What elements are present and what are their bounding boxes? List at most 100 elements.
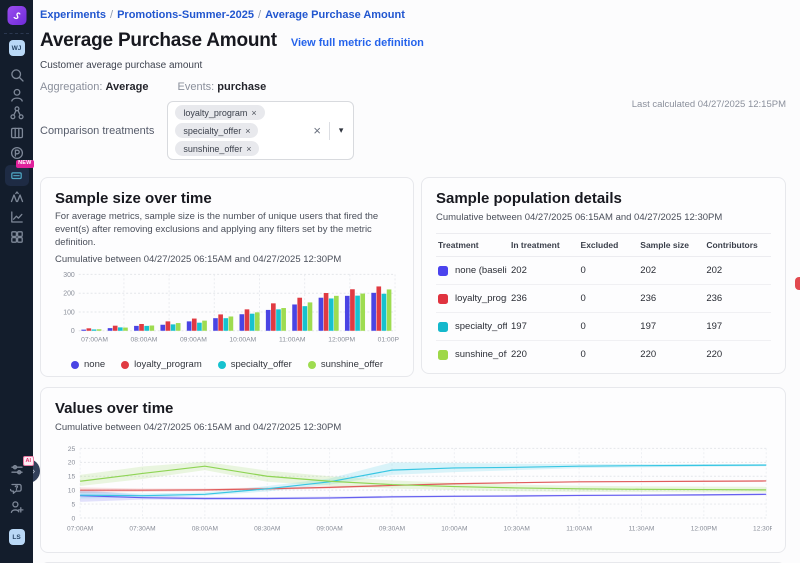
svg-text:5: 5 — [72, 501, 76, 508]
svg-text:100: 100 — [63, 310, 75, 317]
main-content: Experiments/Promotions-Summer-2025/Avera… — [33, 0, 800, 563]
pulse-icon[interactable] — [9, 145, 25, 161]
aggregation-row: Aggregation: Average Events: purchase — [40, 81, 786, 93]
svg-text:12:00PM: 12:00PM — [691, 526, 717, 533]
svg-text:11:30AM: 11:30AM — [629, 526, 655, 533]
workspace-avatar[interactable]: WJ — [9, 40, 25, 56]
legend-item-sunshine[interactable]: sunshine_offer — [308, 359, 383, 370]
events-label: Events: — [178, 81, 215, 93]
breadcrumb-experiments[interactable]: Experiments — [40, 9, 106, 21]
svg-text:01:00PM: 01:00PM — [378, 337, 399, 344]
dashboard-grid-icon[interactable] — [9, 229, 25, 245]
users-icon[interactable] — [9, 87, 25, 103]
treatment-swatch — [438, 266, 448, 276]
new-badge: NEW — [16, 160, 33, 168]
svg-text:25: 25 — [68, 446, 76, 453]
treatment-swatch — [438, 350, 448, 360]
values-line-chart[interactable]: 051015202507:00AM07:30AM08:00AM08:30AM09… — [55, 439, 772, 539]
population-details-card: Sample population details Cumulative bet… — [421, 177, 786, 374]
ab-test-icon[interactable] — [9, 189, 25, 205]
svg-text:20: 20 — [68, 460, 76, 467]
legend-item-none[interactable]: none — [71, 359, 105, 370]
svg-text:07:00AM: 07:00AM — [67, 526, 93, 533]
breadcrumb-metric-name[interactable]: Average Purchase Amount — [265, 9, 405, 21]
values-over-time-card: Values over time Cumulative between 04/2… — [40, 387, 786, 553]
sidebar-item-experiments-active[interactable]: NEW — [5, 165, 29, 186]
user-avatar[interactable]: LS — [9, 529, 25, 545]
legend-item-loyalty[interactable]: loyalty_program — [121, 359, 202, 370]
app-logo-icon[interactable] — [7, 6, 26, 25]
events-value: purchase — [217, 81, 266, 93]
legend-dot — [121, 361, 129, 369]
svg-text:08:00AM: 08:00AM — [131, 337, 158, 344]
table-row: specialty_offer 197 0 197 197 — [436, 313, 771, 341]
svg-text:10:00AM: 10:00AM — [441, 526, 467, 533]
chip-remove-icon[interactable]: × — [246, 144, 251, 154]
metrics-chart-icon[interactable] — [9, 209, 25, 225]
sidebar: WJ NEW AI LS — [0, 0, 33, 563]
sidebar-divider — [4, 33, 29, 34]
sample-size-card: Sample size over time For average metric… — [40, 177, 414, 377]
svg-text:12:00PM: 12:00PM — [328, 337, 355, 344]
bar-chart-legend: none loyalty_program specialty_offer sun… — [55, 359, 399, 370]
col-contributors: Contributors — [704, 234, 771, 257]
aggregation-value: Average — [105, 81, 148, 93]
values-title: Values over time — [55, 400, 771, 417]
svg-text:11:00AM: 11:00AM — [279, 337, 306, 344]
svg-text:08:00AM: 08:00AM — [192, 526, 218, 533]
svg-text:10: 10 — [68, 488, 76, 495]
svg-text:12:30PM: 12:30PM — [753, 526, 772, 533]
population-title: Sample population details — [436, 190, 771, 207]
legend-dot — [308, 361, 316, 369]
chip-sunshine-offer[interactable]: sunshine_offer× — [175, 141, 259, 156]
legend-item-specialty[interactable]: specialty_offer — [218, 359, 292, 370]
ai-settings-icon[interactable]: AI — [9, 462, 25, 478]
svg-text:09:00AM: 09:00AM — [180, 337, 207, 344]
sample-size-title: Sample size over time — [55, 190, 399, 207]
network-icon[interactable] — [9, 105, 25, 121]
col-sample-size: Sample size — [638, 234, 704, 257]
population-cumulative: Cumulative between 04/27/2025 06:15AM an… — [436, 212, 771, 223]
help-chat-icon[interactable] — [9, 481, 25, 497]
table-row: loyalty_program 236 0 236 236 — [436, 285, 771, 313]
chevron-down-icon[interactable]: ▾ — [339, 125, 344, 136]
ai-badge: AI — [23, 456, 34, 466]
sample-size-description: For average metrics, sample size is the … — [55, 211, 399, 249]
col-treatment: Treatment — [436, 234, 509, 257]
col-excluded: Excluded — [579, 234, 639, 257]
table-row: sunshine_offer 220 0 220 220 — [436, 341, 771, 369]
svg-text:300: 300 — [63, 272, 75, 279]
svg-text:08:30AM: 08:30AM — [254, 526, 280, 533]
view-metric-definition-link[interactable]: View full metric definition — [291, 37, 424, 49]
svg-text:07:00AM: 07:00AM — [81, 337, 108, 344]
chip-specialty-offer[interactable]: specialty_offer× — [175, 123, 258, 138]
svg-text:15: 15 — [68, 474, 76, 481]
columns-icon[interactable] — [9, 125, 25, 141]
breadcrumb-experiment-name[interactable]: Promotions-Summer-2025 — [117, 9, 254, 21]
legend-dot — [71, 361, 79, 369]
clear-all-icon[interactable]: × — [313, 123, 321, 138]
metric-subtitle: Customer average purchase amount — [40, 60, 786, 71]
search-icon[interactable] — [9, 67, 25, 83]
chip-remove-icon[interactable]: × — [245, 126, 250, 136]
sample-size-bar-chart[interactable]: 0 100 200 300 07:00AM 08:00AM 09:00AM 10:00AM 11… — [55, 269, 399, 352]
treatment-swatch — [438, 294, 448, 304]
sample-size-cumulative: Cumulative between 04/27/2025 06:15AM an… — [55, 254, 399, 265]
feedback-notch[interactable] — [795, 277, 800, 290]
chip-loyalty-program[interactable]: loyalty_program× — [175, 105, 264, 120]
svg-text:200: 200 — [63, 291, 75, 298]
svg-text:10:00AM: 10:00AM — [229, 337, 256, 344]
svg-text:0: 0 — [72, 515, 76, 522]
last-calculated: Last calculated 04/27/2025 12:15PM — [632, 99, 786, 110]
page-title: Average Purchase Amount — [40, 30, 277, 52]
table-row: none (baseline) 202 0 202 202 — [436, 257, 771, 285]
invite-user-icon[interactable] — [9, 499, 25, 515]
svg-text:0: 0 — [71, 329, 75, 336]
chip-remove-icon[interactable]: × — [251, 108, 256, 118]
col-in-treatment: In treatment — [509, 234, 579, 257]
population-table: Treatment In treatment Excluded Sample s… — [436, 233, 771, 368]
treatments-select[interactable]: loyalty_program× specialty_offer× sunshi… — [167, 101, 354, 160]
comparison-treatments-label: Comparison treatments — [40, 125, 154, 137]
aggregation-label: Aggregation: — [40, 81, 102, 93]
svg-text:10:30AM: 10:30AM — [504, 526, 530, 533]
